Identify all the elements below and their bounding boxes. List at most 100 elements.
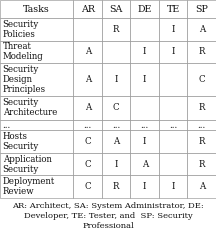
Bar xyxy=(0,96,73,120)
Bar xyxy=(130,96,159,120)
Bar xyxy=(102,63,130,96)
Bar xyxy=(0,63,73,96)
Bar xyxy=(0,120,73,130)
Text: R: R xyxy=(113,25,119,34)
Text: Deployment
Review: Deployment Review xyxy=(3,177,55,196)
Bar xyxy=(102,130,130,153)
Text: Professional: Professional xyxy=(82,222,134,230)
Text: C: C xyxy=(199,75,205,84)
Text: C: C xyxy=(84,182,91,191)
Bar xyxy=(0,18,73,41)
Bar xyxy=(73,175,102,198)
Bar xyxy=(187,63,216,96)
Text: R: R xyxy=(199,160,205,168)
Bar xyxy=(0,153,73,175)
Text: Tasks: Tasks xyxy=(23,5,50,14)
Bar xyxy=(159,18,187,41)
Text: A: A xyxy=(142,160,148,168)
Text: C: C xyxy=(113,103,119,113)
Text: A: A xyxy=(85,103,91,113)
Bar xyxy=(159,120,187,130)
Bar xyxy=(73,0,102,18)
Bar xyxy=(0,0,73,18)
Text: C: C xyxy=(84,160,91,168)
Text: R: R xyxy=(199,103,205,113)
Bar xyxy=(159,96,187,120)
Bar xyxy=(130,153,159,175)
Bar xyxy=(73,96,102,120)
Text: I: I xyxy=(143,182,146,191)
Bar xyxy=(159,41,187,63)
Text: A: A xyxy=(199,182,205,191)
Bar xyxy=(102,120,130,130)
Text: I: I xyxy=(114,160,118,168)
Bar xyxy=(130,41,159,63)
Bar xyxy=(159,130,187,153)
Bar xyxy=(0,175,73,198)
Bar xyxy=(73,130,102,153)
Bar xyxy=(159,0,187,18)
Bar xyxy=(73,120,102,130)
Bar xyxy=(102,96,130,120)
Bar xyxy=(187,175,216,198)
Bar xyxy=(187,41,216,63)
Text: ...: ... xyxy=(3,121,11,130)
Text: A: A xyxy=(85,75,91,84)
Text: A: A xyxy=(113,137,119,146)
Bar xyxy=(187,0,216,18)
Text: AR: AR xyxy=(81,5,95,14)
Text: ...: ... xyxy=(198,121,206,130)
Text: ...: ... xyxy=(169,121,177,130)
Bar xyxy=(73,63,102,96)
Text: I: I xyxy=(143,47,146,56)
Text: Threat
Modeling: Threat Modeling xyxy=(3,42,43,61)
Text: ...: ... xyxy=(84,121,92,130)
Bar xyxy=(187,18,216,41)
Bar xyxy=(102,175,130,198)
Text: I: I xyxy=(143,75,146,84)
Text: C: C xyxy=(84,137,91,146)
Bar xyxy=(187,96,216,120)
Bar xyxy=(130,130,159,153)
Text: I: I xyxy=(172,25,175,34)
Bar xyxy=(102,41,130,63)
Text: SA: SA xyxy=(110,5,123,14)
Text: AR: Architect, SA: System Administrator, DE:: AR: Architect, SA: System Administrator,… xyxy=(12,201,204,209)
Text: ...: ... xyxy=(141,121,149,130)
Bar xyxy=(130,0,159,18)
Bar xyxy=(73,18,102,41)
Bar xyxy=(0,41,73,63)
Bar xyxy=(102,153,130,175)
Text: R: R xyxy=(199,137,205,146)
Text: Hosts
Security: Hosts Security xyxy=(3,132,39,151)
Text: SP: SP xyxy=(195,5,208,14)
Text: R: R xyxy=(199,47,205,56)
Bar xyxy=(130,175,159,198)
Bar xyxy=(0,130,73,153)
Text: A: A xyxy=(85,47,91,56)
Bar xyxy=(159,175,187,198)
Text: I: I xyxy=(172,47,175,56)
Text: Security
Architecture: Security Architecture xyxy=(3,99,57,117)
Text: I: I xyxy=(114,75,118,84)
Text: DE: DE xyxy=(138,5,152,14)
Text: Application
Security: Application Security xyxy=(3,154,51,174)
Bar xyxy=(130,18,159,41)
Bar xyxy=(102,18,130,41)
Text: TE: TE xyxy=(167,5,180,14)
Bar xyxy=(159,153,187,175)
Text: ...: ... xyxy=(112,121,120,130)
Text: I: I xyxy=(172,182,175,191)
Text: Security
Policies: Security Policies xyxy=(3,20,39,39)
Text: I: I xyxy=(143,137,146,146)
Bar xyxy=(187,153,216,175)
Bar xyxy=(159,63,187,96)
Bar xyxy=(102,0,130,18)
Bar xyxy=(130,120,159,130)
Bar xyxy=(73,153,102,175)
Text: Developer, TE: Tester, and  SP: Security: Developer, TE: Tester, and SP: Security xyxy=(24,212,192,220)
Bar xyxy=(73,41,102,63)
Bar xyxy=(187,120,216,130)
Text: Security
Design
Principles: Security Design Principles xyxy=(3,65,46,94)
Text: A: A xyxy=(199,25,205,34)
